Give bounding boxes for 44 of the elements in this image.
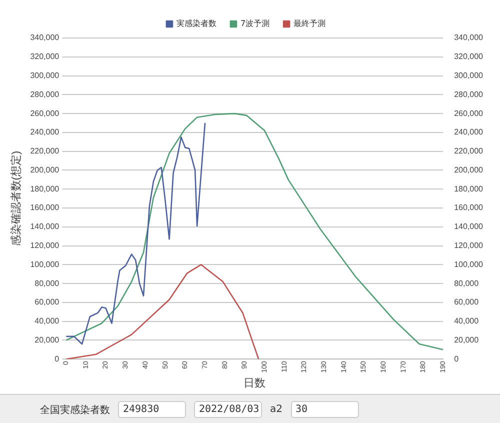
y2-tick-label: 80,000 <box>454 278 480 288</box>
legend-label: 実感染者数 <box>176 19 216 28</box>
y2-tick-label: 220,000 <box>454 146 484 156</box>
y2-tick-label: 100,000 <box>454 260 484 269</box>
y2-tick-label: 340,000 <box>454 33 484 42</box>
y-tick-label: 260,000 <box>30 108 60 118</box>
y2-tick-label: 40,000 <box>454 316 480 326</box>
y-tick-label: 120,000 <box>30 240 60 250</box>
y-tick-label: 40,000 <box>34 316 60 326</box>
text-field: 30 <box>290 401 358 418</box>
y2-tick-label: 160,000 <box>454 203 484 212</box>
y-tick-label: 100,000 <box>30 260 60 269</box>
y2-tick-label: 200,000 <box>454 165 484 174</box>
y-tick-label: 160,000 <box>30 203 60 212</box>
text: a2 <box>270 404 282 415</box>
y-tick-label: 180,000 <box>30 184 60 194</box>
y-tick-label: 300,000 <box>30 70 60 80</box>
y2-tick-label: 240,000 <box>454 128 484 137</box>
y2-tick-label: 120,000 <box>454 240 484 250</box>
y2-tick-label: 320,000 <box>454 52 484 62</box>
y-tick-label: 80,000 <box>34 278 60 288</box>
y2-tick-label: 20,000 <box>454 335 480 344</box>
y-tick-label: 20,000 <box>34 335 60 344</box>
x-axis-title: 日数 <box>244 377 266 390</box>
y-tick-label: 320,000 <box>30 52 60 62</box>
y-tick-label: 280,000 <box>30 90 60 99</box>
y-tick-label: 60,000 <box>34 298 60 307</box>
text: 全国実感染者数 <box>40 404 110 416</box>
y2-tick-label: 280,000 <box>454 90 484 99</box>
legend-label: 最終予測 <box>294 19 326 28</box>
y2-tick-label: 260,000 <box>454 108 484 118</box>
y-tick-label: 340,000 <box>30 33 60 42</box>
y2-tick-label: 180,000 <box>454 184 484 194</box>
y-tick-label: 240,000 <box>30 128 60 137</box>
y-tick-label: 220,000 <box>30 146 60 156</box>
text-field: 2022/08/03 <box>194 401 262 418</box>
legend-label: 7波予測 <box>240 19 270 28</box>
text-field: 249830 <box>118 401 186 418</box>
y-tick-label: 140,000 <box>30 222 60 232</box>
y2-tick-label: 60,000 <box>454 298 480 307</box>
y2-tick-label: 140,000 <box>454 222 484 232</box>
y2-tick-label: 300,000 <box>454 70 484 80</box>
y-tick-label: 200,000 <box>30 165 60 174</box>
y-axis-title: 感染確認者数(想定) <box>10 150 23 246</box>
